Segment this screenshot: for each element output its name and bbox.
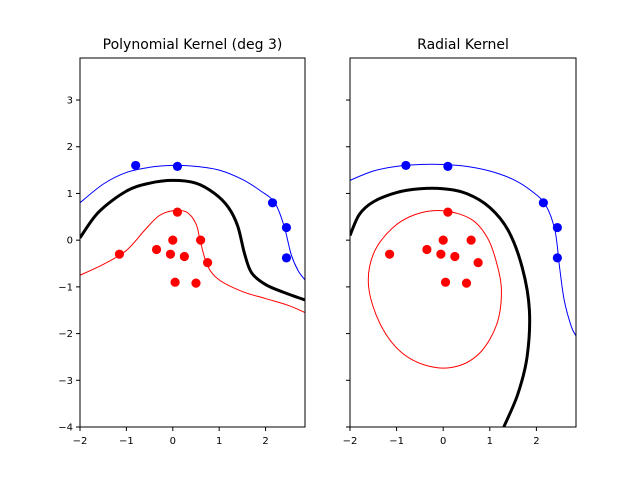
panel-title: Polynomial Kernel (deg 3) [103,37,283,53]
data-point [179,251,189,262]
plot-area [350,160,576,427]
x-tick-label: 2 [262,436,268,447]
axes-frame [349,57,577,428]
data-point [436,249,446,259]
panel-radial-kernel: Radial Kernel −2 −1 0 1 2 [343,37,577,447]
margin-curve [350,163,576,337]
data-point [466,235,476,245]
data-point [191,278,201,288]
data-point [440,277,451,287]
decision-boundary-curve [350,186,532,427]
panel-polynomial-kernel: Polynomial Kernel (deg 3) −2 −1 0 1 2 −4 −3 −2 −… [58,37,306,447]
data-point [168,235,178,245]
x-tick-label: 0 [170,436,176,447]
data-point [267,198,278,208]
data-point [443,161,453,171]
y-tick-label: −4 [58,423,73,434]
data-point [281,222,292,233]
data-point [443,207,453,217]
data-point [172,207,183,217]
y-tick-label: 2 [67,142,73,153]
data-point [196,235,206,245]
y-tick-label: 1 [67,189,73,200]
x-tick-label: −1 [119,436,134,447]
panel-title: Radial Kernel [417,37,509,53]
x-tick-label: 0 [440,436,446,447]
data-point [473,257,483,268]
data-point [450,251,460,262]
data-point [281,253,292,263]
data-point [401,160,411,171]
margin-curve [80,164,305,281]
decision-boundary-curve [80,178,305,302]
y-tick-label: −2 [58,329,73,340]
data-point [385,249,395,259]
x-tick-label: 1 [216,436,222,447]
plot-area [80,160,305,314]
data-point [131,160,141,171]
data-point [202,257,213,268]
data-point [552,222,562,233]
y-tick-label: 0 [67,236,73,247]
data-point [552,253,562,263]
data-point [461,278,472,288]
x-tick-label: −2 [73,436,88,447]
data-point [172,161,183,171]
data-point [538,198,548,208]
y-tick-label: −1 [58,282,73,293]
margin-curve [367,210,502,369]
data-point [165,249,176,259]
data-point [170,277,180,287]
data-point [422,244,432,255]
margin-curve [80,209,305,314]
axes-frame [79,57,306,428]
data-point [438,235,448,245]
y-tick-label: 3 [67,96,73,107]
x-tick-label: 1 [487,436,493,447]
data-point [151,244,162,255]
y-tick-label: −3 [58,376,73,387]
x-tick-label: −2 [343,436,358,447]
data-point [114,249,125,259]
x-tick-label: −1 [389,436,404,447]
x-tick-label: 2 [533,436,539,447]
